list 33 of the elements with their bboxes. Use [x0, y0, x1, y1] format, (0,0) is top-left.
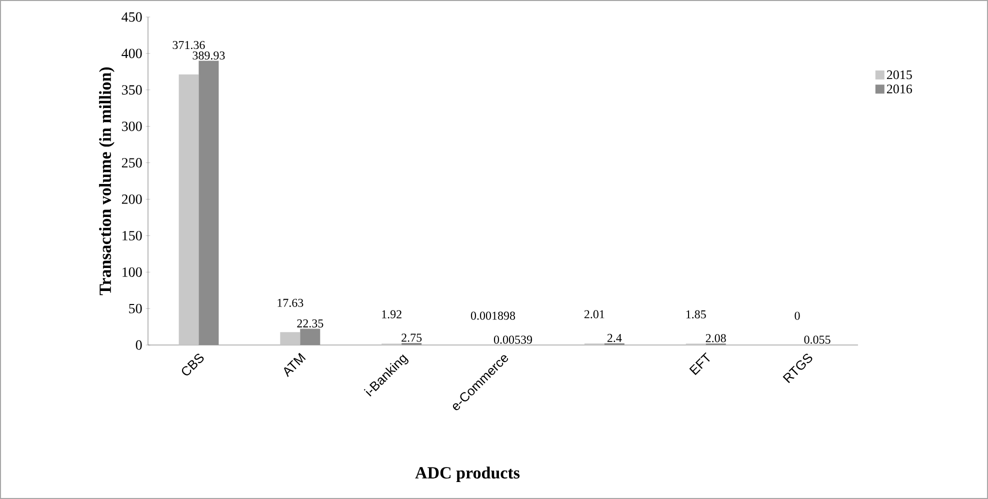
data-label: 2.4	[607, 334, 622, 342]
data-label: 0.00539	[494, 336, 532, 344]
data-label: 1.85	[686, 310, 706, 318]
data-label: 389.93	[192, 51, 225, 60]
bar	[300, 328, 320, 345]
legend-label: 2016	[886, 84, 912, 94]
data-label: 17.63	[278, 298, 304, 307]
x-tick-label: CBS	[182, 354, 204, 376]
y-axis-title: Transaction volume (in million)	[99, 67, 114, 296]
bar	[178, 74, 199, 345]
bar	[280, 332, 300, 345]
data-label: 22.35	[297, 319, 324, 328]
data-label: 0.055	[804, 336, 830, 344]
y-tick-label: 150	[122, 230, 142, 240]
y-tick-label: 450	[122, 12, 142, 22]
bar	[198, 60, 219, 345]
data-label: 371.36	[172, 41, 205, 50]
y-tick-label: 400	[122, 48, 142, 58]
data-label: 2.75	[402, 334, 422, 342]
legend-label: 2015	[886, 70, 912, 80]
y-tick-label: 50	[129, 304, 142, 314]
data-label: 1.92	[382, 310, 402, 318]
data-label: 0	[794, 312, 800, 320]
data-label: 2.01	[584, 310, 604, 318]
y-tick-label: 300	[122, 122, 142, 132]
y-tick-label: 350	[122, 85, 142, 95]
y-tick-label: 250	[122, 158, 142, 168]
y-tick-label: 100	[122, 267, 142, 277]
y-tick-label: 200	[122, 194, 142, 204]
y-tick-label: 0	[136, 340, 142, 350]
data-label: 0.001898	[470, 312, 516, 320]
x-axis-title: ADC products	[415, 466, 520, 482]
data-label: 2.08	[706, 334, 726, 342]
